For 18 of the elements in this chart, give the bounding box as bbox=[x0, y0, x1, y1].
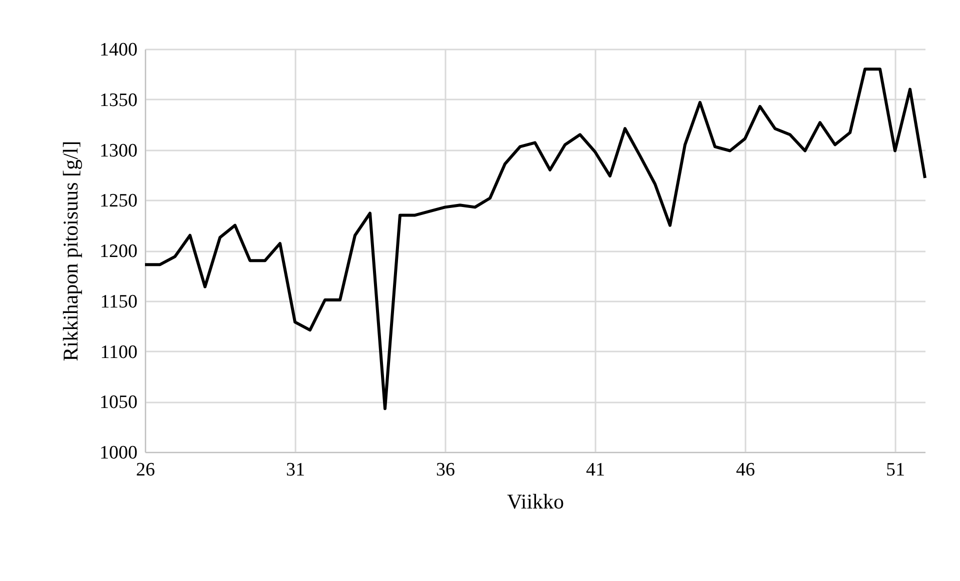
y-tick-label: 1100 bbox=[100, 342, 138, 363]
y-tick-label: 1400 bbox=[100, 40, 138, 60]
y-axis-title: Rikkihapon pitoisuus [g/l] bbox=[58, 140, 82, 362]
x-tick-label: 36 bbox=[436, 460, 455, 480]
y-tick-label: 1150 bbox=[100, 291, 138, 312]
y-tick-label: 1050 bbox=[100, 392, 138, 414]
x-tick-label: 26 bbox=[136, 460, 155, 480]
y-tick-label: 1300 bbox=[100, 140, 138, 162]
y-tick-label: 1250 bbox=[100, 190, 138, 212]
x-tick-label: 51 bbox=[886, 460, 905, 480]
x-tick-label: 46 bbox=[736, 460, 755, 480]
y-tick-label: 1350 bbox=[100, 90, 138, 111]
x-axis-title: Viikko bbox=[506, 490, 564, 514]
y-tick-label: 1200 bbox=[100, 241, 138, 262]
y-tick-label: 1000 bbox=[100, 442, 138, 464]
x-tick-label: 41 bbox=[586, 460, 605, 480]
line-series bbox=[144, 68, 926, 410]
x-tick-label: 31 bbox=[286, 460, 305, 480]
